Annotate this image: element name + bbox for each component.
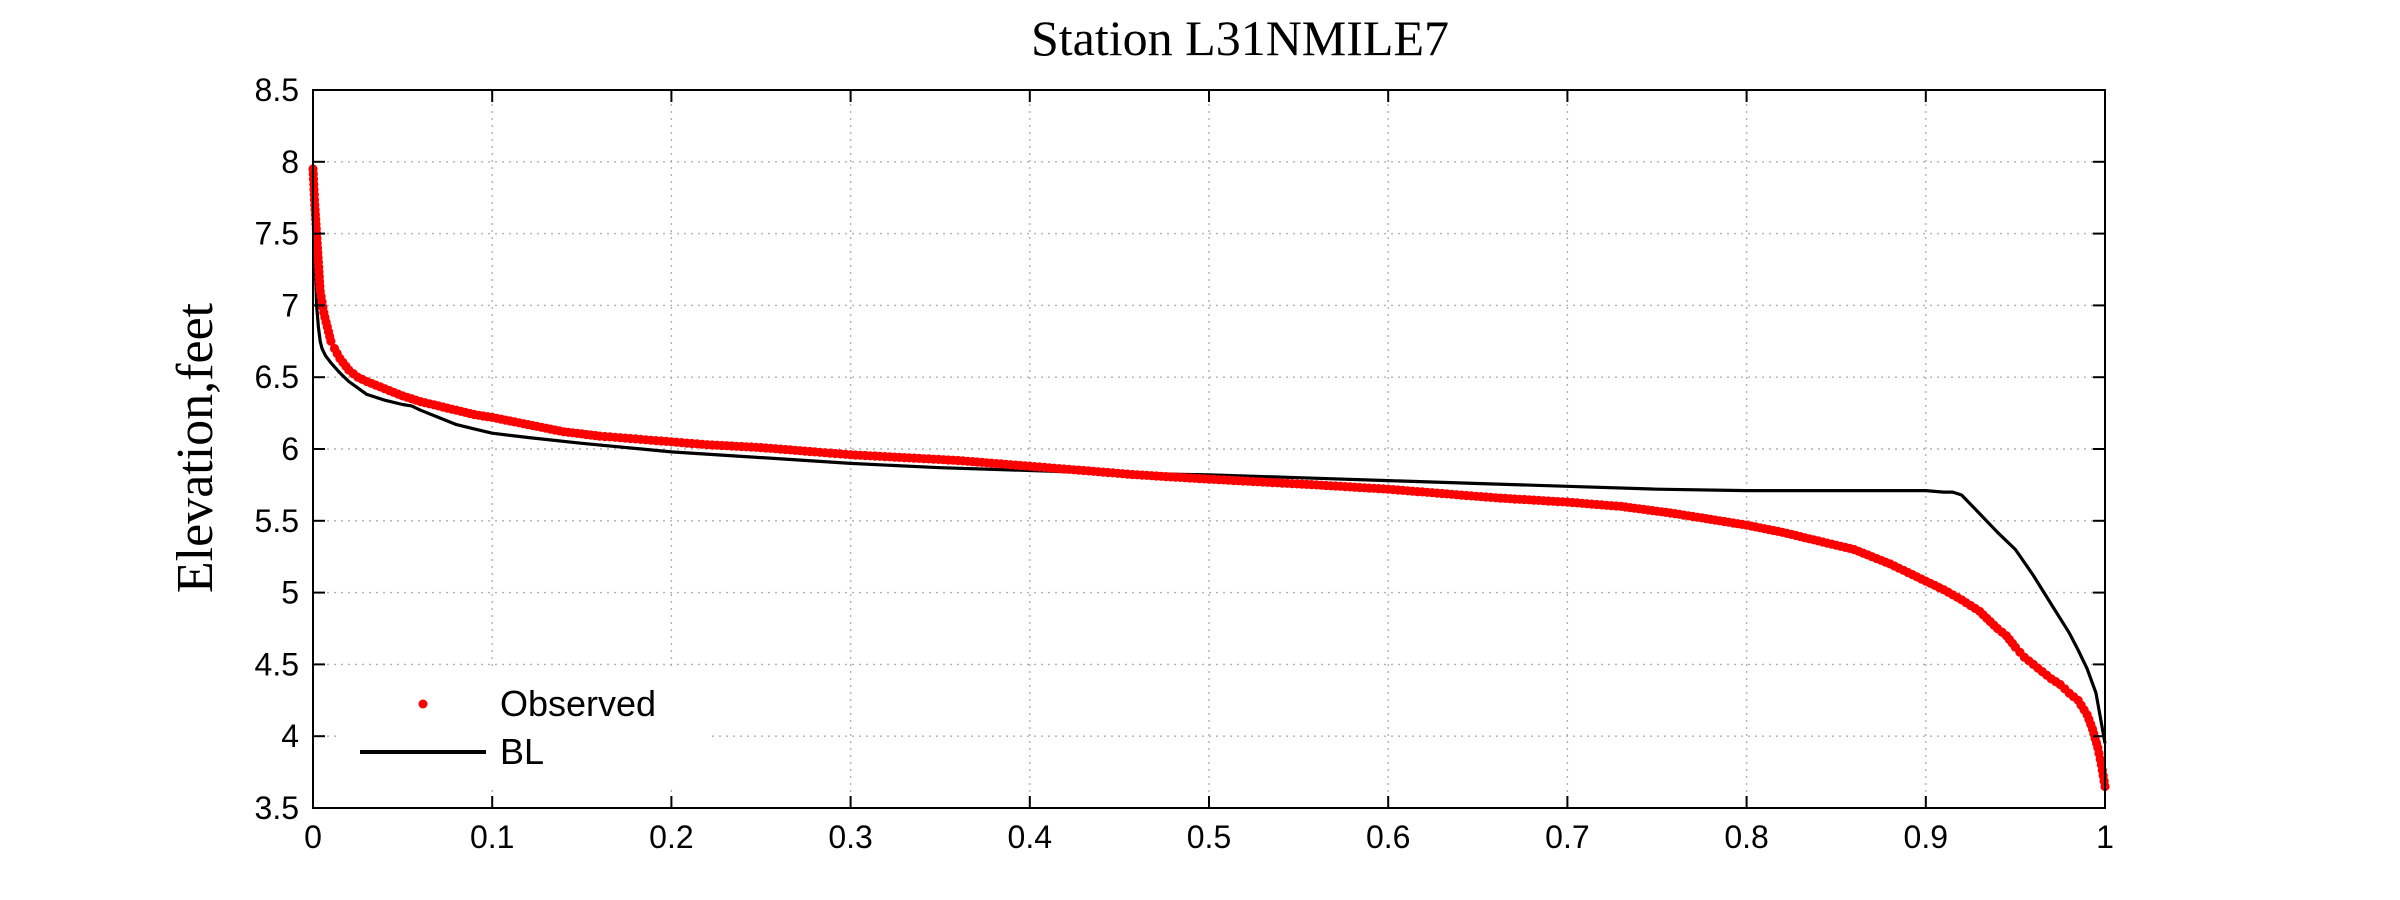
legend-box [340,668,710,788]
x-tick-label: 0.4 [1008,819,1052,855]
legend: Observed BL [340,668,710,788]
series-layer [308,164,2110,792]
legend-bl-label: BL [500,731,544,772]
y-tick-label: 6 [281,431,299,467]
x-tick-label: 0.3 [828,819,872,855]
y-tick-label: 8 [281,144,299,180]
x-tick-label: 0.9 [1904,819,1948,855]
y-tick-label: 5 [281,575,299,611]
grid-lines [313,90,2105,808]
chart-title: Station L31NMILE7 [1031,10,1449,66]
y-tick-label: 5.5 [255,503,299,539]
y-tick-label: 4.5 [255,646,299,682]
y-tick-label: 4 [281,718,299,754]
y-tick-label: 6.5 [255,359,299,395]
x-tick-label: 0.6 [1366,819,1410,855]
legend-observed-marker [418,699,428,709]
x-tick-label: 0.8 [1724,819,1768,855]
legend-observed-label: Observed [500,683,656,724]
y-axis-label: Elevation,feet [167,302,224,593]
x-tick-label: 1 [2096,819,2114,855]
x-tick-label: 0.1 [470,819,514,855]
series-bl-line [311,168,2107,744]
y-tick-label: 8.5 [255,72,299,108]
x-tick-label: 0 [304,819,322,855]
y-tick-label: 7.5 [255,216,299,252]
y-tick-label: 3.5 [255,790,299,826]
x-tick-label: 0.2 [649,819,693,855]
x-tick-label: 0.5 [1187,819,1231,855]
x-tick-label: 0.7 [1545,819,1589,855]
axis-ticks: 0 0.1 0.2 0.3 0.4 0.5 0.6 0.7 0.8 0.9 1 3.5 4 4.5 5 5.5… [255,72,2114,855]
y-tick-label: 7 [281,287,299,323]
observed-point [326,336,336,346]
